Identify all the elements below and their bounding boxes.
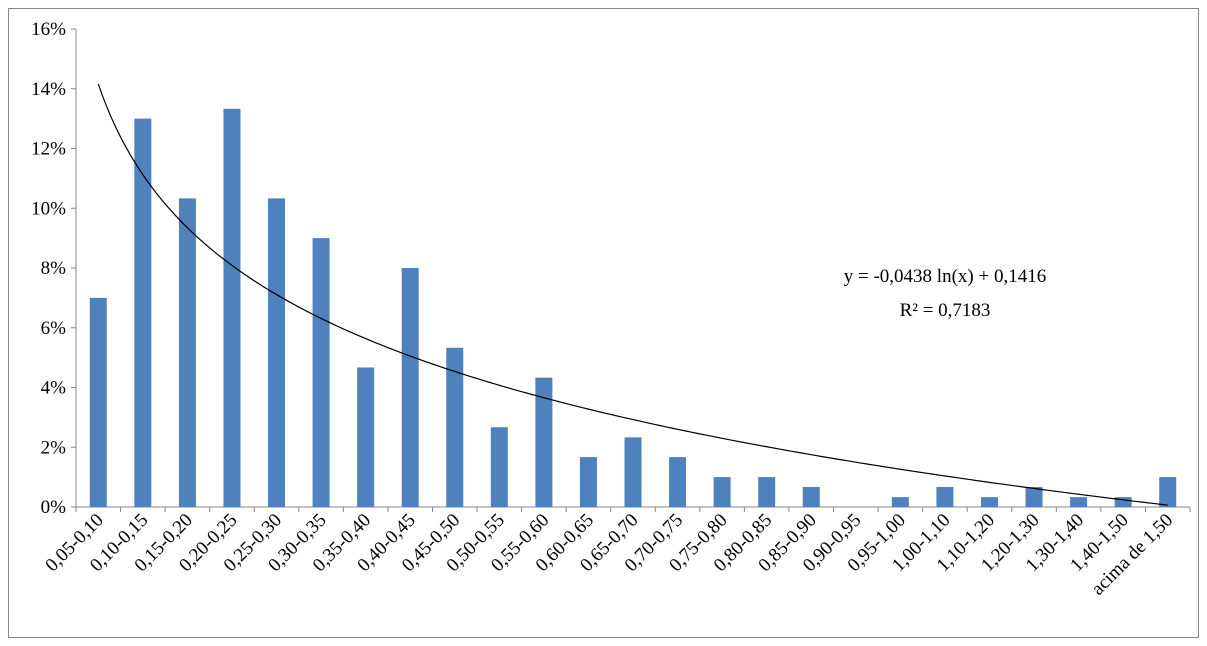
y-tick-label: 8% [41, 258, 67, 279]
bar [579, 457, 597, 507]
bar [357, 367, 375, 507]
x-axis: 0,05-0,100,10-0,150,15-0,200,20-0,250,25… [41, 506, 1191, 600]
bar [1114, 497, 1132, 507]
bar [802, 486, 820, 507]
bar [891, 497, 909, 507]
trendline-r-squared: R² = 0,7183 [900, 300, 991, 321]
bar [1070, 497, 1088, 507]
trendline-equation: y = -0,0438 ln(x) + 0,1416 [844, 266, 1046, 287]
y-tick-label: 6% [41, 318, 67, 339]
bars [89, 108, 1177, 508]
y-tick-label: 0% [41, 497, 67, 518]
bar [669, 457, 687, 507]
y-tick-label: 14% [31, 79, 66, 100]
bar [89, 297, 107, 507]
trendline [97, 83, 1168, 506]
bar [490, 427, 508, 507]
y-tick-label: 4% [41, 378, 67, 399]
chart-border [8, 8, 1199, 638]
bar [1159, 477, 1177, 507]
bar [134, 118, 152, 507]
y-tick-label: 10% [31, 198, 66, 219]
bar [713, 477, 731, 507]
bar [223, 108, 241, 508]
bar [936, 486, 954, 507]
bar [178, 198, 196, 508]
bar [535, 377, 553, 507]
bar [624, 437, 642, 507]
bar [980, 497, 998, 507]
bar [758, 477, 776, 507]
bar [1025, 486, 1043, 507]
y-tick-label: 16% [31, 19, 66, 40]
y-tick-label: 2% [41, 437, 67, 458]
bar [268, 198, 286, 508]
y-axis: 0% 2% 4% 6% 8% 10% 12% 14% 16% [31, 19, 77, 518]
bar [312, 238, 330, 507]
bar [401, 268, 419, 507]
y-tick-label: 12% [31, 139, 66, 160]
bar [446, 347, 464, 507]
